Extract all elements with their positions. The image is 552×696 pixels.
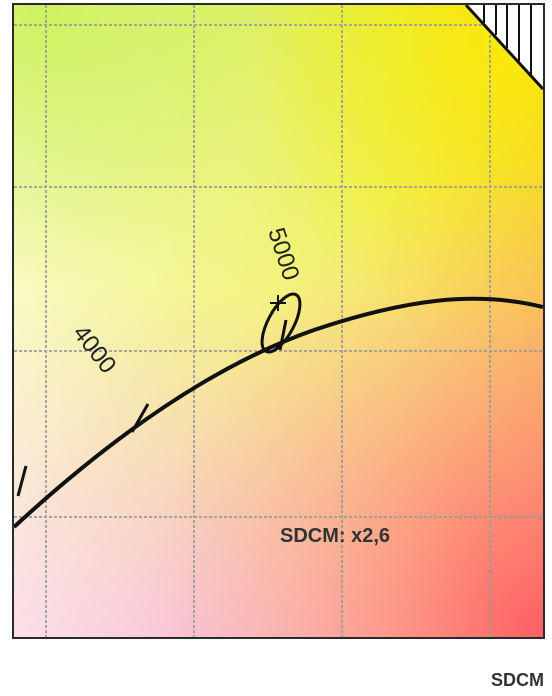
chromaticity-diagram-svg: 4000 5000 [14, 5, 543, 637]
macadam-ellipse [260, 292, 302, 354]
spectral-boundary-ticks [483, 5, 532, 75]
footer-sdcm-label: SDCM [491, 670, 544, 690]
planckian-locus [14, 296, 543, 529]
chromaticity-plot: 4000 5000 [12, 3, 545, 639]
isotherm-tick-left [16, 465, 28, 497]
grid-lines [14, 5, 543, 637]
sdcm-annotation: SDCM: x2,6 [280, 525, 391, 547]
spectral-boundary [464, 5, 543, 91]
measurement-marker [260, 292, 302, 354]
red-tint [14, 5, 543, 637]
isotherm-tick-4000 [130, 403, 150, 433]
